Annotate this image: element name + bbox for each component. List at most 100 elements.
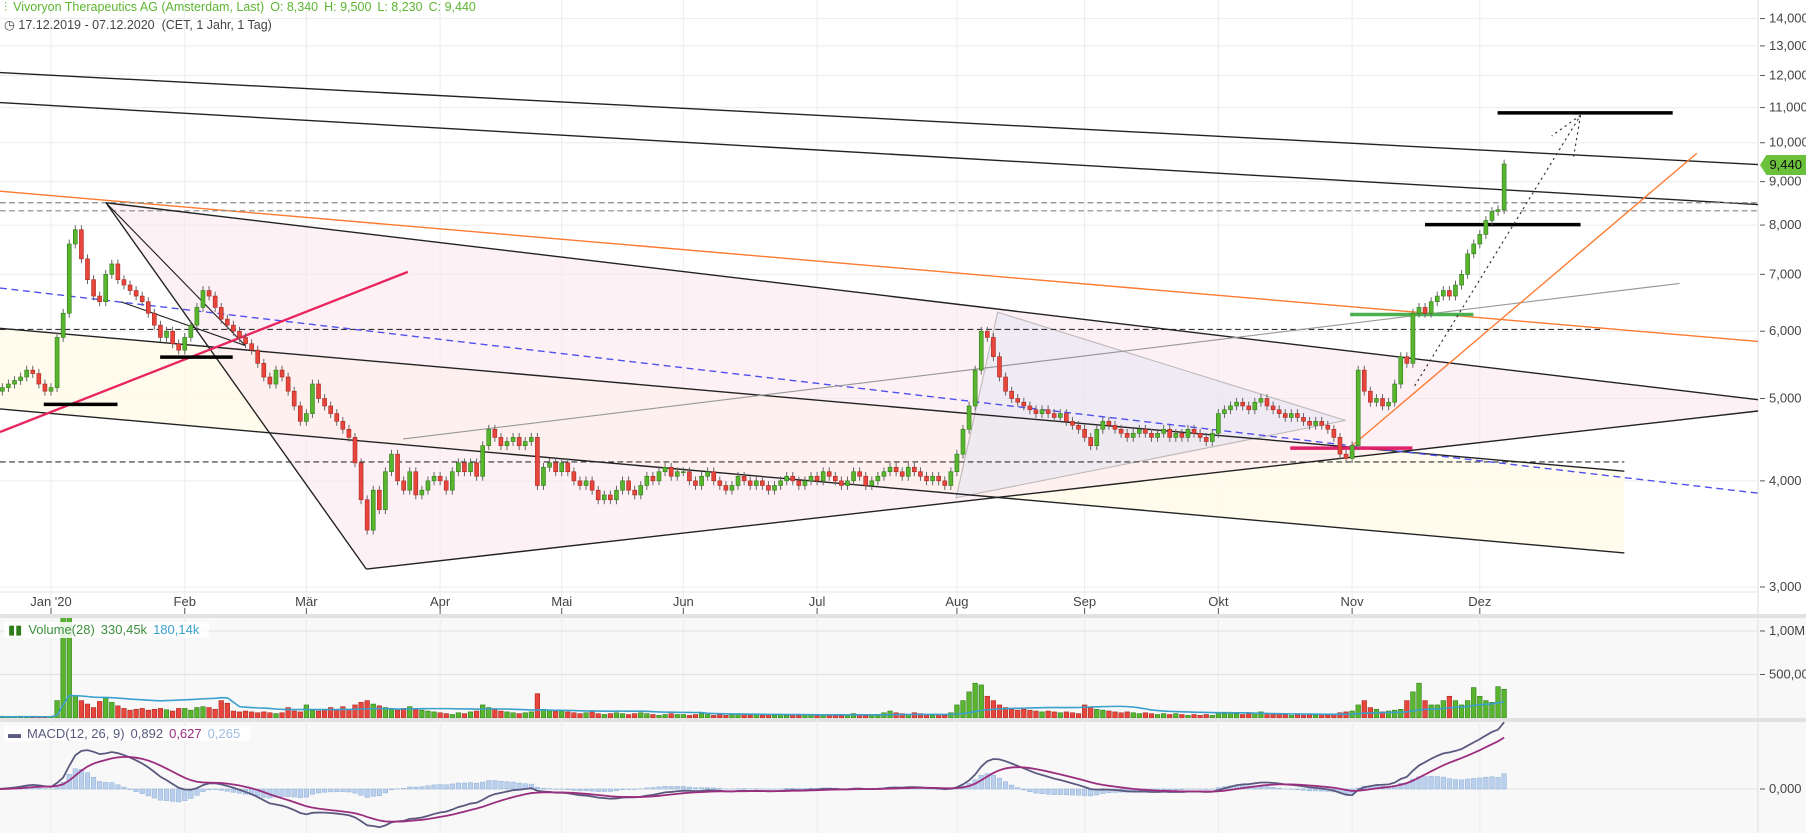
volume-bar: [1082, 704, 1088, 718]
candle: [681, 471, 686, 474]
macd-histogram-bar: [498, 780, 504, 790]
volume-bar: [425, 710, 431, 718]
candle: [790, 475, 796, 482]
macd-histogram-bar: [1270, 787, 1276, 790]
volume-bar: [692, 714, 699, 718]
macd-histogram-bar: [1051, 788, 1057, 795]
macd-histogram-bar: [1167, 788, 1173, 791]
macd-histogram-bar: [656, 786, 662, 790]
volume-bar: [1203, 714, 1209, 718]
candle: [930, 475, 935, 482]
volume-bar: [480, 704, 486, 718]
indicator-icon[interactable]: ⫶: [4, 0, 8, 14]
price-tick-label: 14,000: [1769, 11, 1806, 26]
volume-bar: [1428, 704, 1434, 718]
candle: [905, 466, 911, 477]
dotted-arrow-head: [1551, 114, 1581, 137]
candle: [194, 307, 200, 326]
volume-bar: [437, 712, 443, 718]
volume-bar: [1398, 708, 1404, 718]
macd-histogram-bar: [322, 788, 328, 793]
volume-bar: [279, 712, 285, 718]
candle: [1307, 421, 1312, 426]
candle: [1070, 421, 1075, 426]
candle: [1039, 409, 1045, 414]
candle: [912, 466, 917, 473]
volume-legend[interactable]: ▮▮ Volume(28) 330,45k 180,14k: [4, 622, 210, 638]
volume-label: Volume(28): [28, 622, 95, 637]
open-value: O: 8,340: [270, 0, 319, 14]
volume-bar: [1124, 711, 1130, 718]
candle: [802, 480, 808, 486]
volume-bar: [133, 708, 139, 718]
candle: [1106, 421, 1112, 426]
volume-bar: [729, 714, 735, 718]
candle: [1228, 405, 1233, 411]
volume-bar: [1313, 715, 1319, 718]
candle: [443, 480, 449, 491]
volume-bar: [929, 715, 936, 718]
candle: [304, 413, 309, 422]
month-label: Mär: [295, 594, 318, 609]
macd-histogram-bar: [1069, 788, 1075, 796]
macd-histogram-bar: [1009, 784, 1015, 790]
chart-header: ⫶ Vivoryon Therapeutics AG (Amsterdam, La…: [4, 0, 482, 15]
volume-bar: [613, 712, 620, 718]
macd-histogram-bar: [662, 786, 668, 790]
macd-histogram-bar: [790, 788, 796, 790]
candle: [310, 383, 315, 414]
volume-bar: [492, 708, 498, 718]
blue-dashed-line: [0, 287, 1758, 494]
candle: [650, 475, 656, 482]
last-price-tag: 9,440: [1760, 155, 1806, 175]
month-label: Dez: [1468, 594, 1491, 609]
candle: [814, 475, 820, 482]
candle: [851, 471, 856, 482]
macd-histogram-bar: [644, 787, 650, 790]
volume-bar: [966, 691, 972, 718]
candle: [291, 390, 297, 407]
candle: [820, 471, 826, 482]
volume-bar: [230, 710, 237, 718]
volume-bar: [972, 682, 978, 718]
macd-histogram-bar: [1015, 787, 1021, 790]
macd-histogram-bar: [230, 788, 236, 793]
macd-histogram-bar: [1294, 788, 1300, 791]
macd-histogram-bar: [1495, 777, 1501, 790]
volume-bar: [632, 713, 638, 718]
candle: [1258, 398, 1264, 403]
low-value: L: 8,230: [377, 0, 423, 14]
candle: [1380, 398, 1385, 407]
candle: [1270, 405, 1276, 411]
candle: [249, 343, 254, 351]
pink-triangle: [105, 202, 1758, 570]
candle: [200, 290, 206, 308]
volume-bar: [303, 704, 309, 718]
volume-bar: [431, 711, 437, 718]
volume-bar: [1270, 714, 1276, 718]
macd-histogram-bar: [1446, 778, 1452, 790]
candle: [97, 295, 102, 302]
candle: [486, 428, 492, 446]
volume-bar: [1197, 715, 1203, 718]
month-label: Aug: [945, 594, 968, 609]
macd-histogram-bar: [1021, 788, 1027, 791]
macd-histogram-bar: [78, 769, 84, 790]
histogram-value: 0,265: [207, 726, 241, 741]
volume-bar: [1154, 714, 1161, 718]
price-tick-label: 9,000: [1769, 174, 1802, 189]
macd-legend[interactable]: ▬ MACD(12, 26, 9) 0,892 0,627 0,265: [4, 726, 251, 741]
volume-bar: [486, 707, 492, 718]
date-range[interactable]: 17.12.2019 - 07.12.2020: [18, 18, 155, 32]
volume-bar: [717, 714, 723, 718]
candle: [212, 295, 218, 308]
macd-histogram-bar: [84, 772, 91, 790]
candle: [79, 229, 84, 260]
candle: [559, 462, 565, 473]
macd-histogram-bar: [1410, 778, 1416, 790]
volume-bar: [577, 713, 583, 718]
candle: [1155, 433, 1160, 438]
volume-bar: [1337, 712, 1343, 718]
macd-histogram-bar: [36, 787, 42, 790]
